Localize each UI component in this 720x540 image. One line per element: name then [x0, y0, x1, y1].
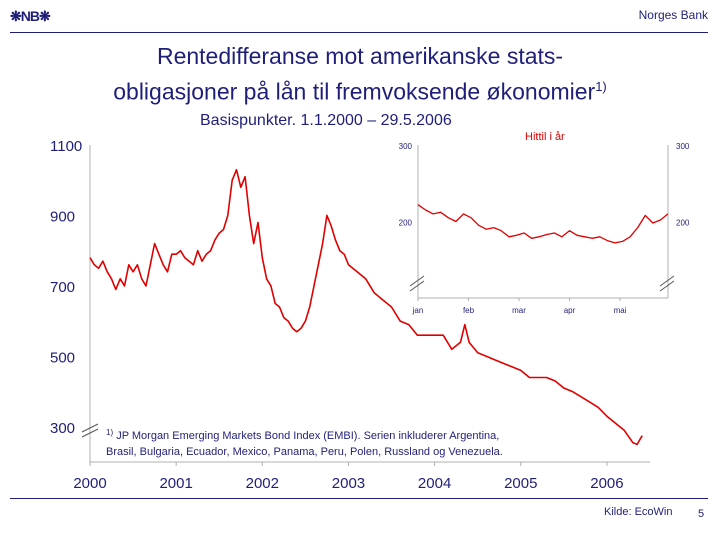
inset-y-tick-label-right: 200	[676, 219, 690, 228]
norges-bank-logo: ❋NB❋	[10, 8, 51, 24]
inset-axis-break-mark	[659, 280, 675, 292]
footnote-marker: 1)	[106, 428, 114, 437]
title-footnote-marker: 1)	[595, 79, 607, 94]
main-y-tick-label: 700	[50, 279, 75, 296]
inset-x-tick-label: mar	[512, 306, 526, 315]
main-x-tick-label: 2000	[73, 475, 106, 492]
main-y-tick-label: 300	[50, 420, 75, 437]
inset-axis-break-mark	[659, 275, 675, 287]
main-x-tick-label: 2006	[590, 475, 623, 492]
inset-axis-break-mark	[409, 280, 425, 292]
inset-x-tick-label: jan	[412, 306, 424, 315]
main-x-tick-label: 2003	[332, 475, 365, 492]
main-x-tick-label: 2001	[159, 475, 192, 492]
main-series-line	[89, 168, 643, 446]
main-axis-break-mark	[81, 428, 99, 438]
inset-title: Hittil i år	[525, 131, 565, 143]
inset-series-line	[417, 204, 669, 244]
header-rule	[10, 32, 708, 33]
inset-axis-break-mark	[409, 275, 425, 287]
main-axis-break-mark	[81, 423, 99, 433]
main-y-tick-label: 900	[50, 208, 75, 225]
chart-subtitle: Basispunkter. 1.1.2000 – 29.5.2006	[200, 112, 452, 129]
chart-title-line1: Rentedifferanse mot amerikanske stats-	[156, 43, 564, 69]
footnote-line2: Brasil, Bulgaria, Ecuador, Mexico, Panam…	[106, 446, 503, 458]
footnote-line1: JP Morgan Emerging Markets Bond Index (E…	[116, 430, 500, 442]
inset-background	[418, 145, 668, 298]
chart-title-line2: obligasjoner på lån til fremvoksende øko…	[0, 72, 720, 107]
main-x-tick-label: 2002	[246, 475, 279, 492]
inset-y-tick-label-right: 300	[676, 142, 690, 151]
inset-x-tick-label: apr	[564, 306, 576, 315]
main-y-tick-label: 500	[50, 349, 75, 366]
page-number: 5	[698, 508, 705, 520]
inset-x-tick-label: feb	[463, 306, 475, 315]
inset-y-tick-label-left: 200	[399, 219, 413, 228]
main-y-tick-label: 1100	[50, 138, 82, 155]
inset-y-tick-label-left: 300	[399, 142, 413, 151]
footer-rule	[10, 498, 708, 499]
inset-x-tick-label: mai	[614, 306, 627, 315]
bank-name: Norges Bank	[638, 8, 708, 22]
chart-title-line2-text: obligasjoner på lån til fremvoksende øko…	[113, 78, 596, 105]
source-label: Kilde: EcoWin	[604, 506, 673, 518]
main-x-tick-label: 2005	[504, 475, 537, 492]
main-x-tick-label: 2004	[418, 475, 451, 492]
footnote: 1) JP Morgan Emerging Markets Bond Index…	[106, 425, 503, 460]
